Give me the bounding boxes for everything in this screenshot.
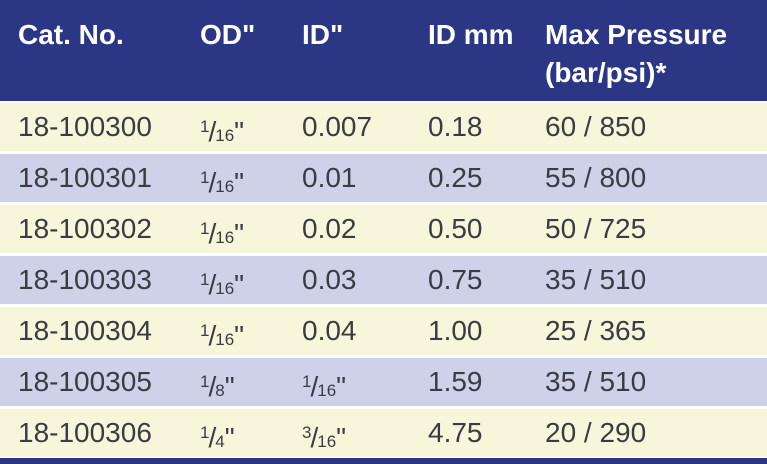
table-row: 18-100305 1/8" 1/16" 1.59 35 / 510 xyxy=(0,358,767,406)
cell-id-inches: 0.02 xyxy=(302,213,357,244)
header-max-pressure-line1: Max Pressure xyxy=(545,19,728,50)
cell-od-inches: 1/16" xyxy=(200,218,245,249)
fraction-value: 1/8 xyxy=(200,371,225,402)
cell-cat-no: 18-100301 xyxy=(18,162,152,193)
fraction-value: 1/16 xyxy=(200,116,235,147)
cell-id-mm: 1.00 xyxy=(428,315,483,346)
fraction-value: 1/16 xyxy=(200,167,235,198)
cell-od-inches: 1/16" xyxy=(200,167,245,198)
cell-max-pressure: 55 / 800 xyxy=(545,162,647,193)
fraction-value: 1/16 xyxy=(200,218,235,249)
cell-id-mm: 1.59 xyxy=(428,366,483,397)
cell-id-inches: 3/16" xyxy=(302,422,347,453)
cell-id-inches: 0.03 xyxy=(302,264,357,295)
cell-cat-no: 18-100306 xyxy=(18,417,152,448)
header-id-inches: ID" xyxy=(302,19,344,50)
table-row: 18-100300 1/16" 0.007 0.18 60 / 850 xyxy=(0,103,767,151)
fraction-value: 1/4 xyxy=(200,422,225,453)
cell-od-inches: 1/4" xyxy=(200,422,235,453)
header-max-pressure: Max Pressure (bar/psi)* xyxy=(545,0,767,101)
cell-max-pressure: 35 / 510 xyxy=(545,264,647,295)
cell-cat-no: 18-100304 xyxy=(18,315,152,346)
cell-od-inches: 1/16" xyxy=(200,116,245,147)
cell-od-inches: 1/16" xyxy=(200,320,245,351)
cell-max-pressure: 60 / 850 xyxy=(545,111,647,142)
header-od-inches: OD" xyxy=(200,19,256,50)
cell-cat-no: 18-100300 xyxy=(18,111,152,142)
cell-od-inches: 1/16" xyxy=(200,269,245,300)
cell-max-pressure: 20 / 290 xyxy=(545,417,647,448)
cell-max-pressure: 35 / 510 xyxy=(545,366,647,397)
cell-max-pressure: 50 / 725 xyxy=(545,213,647,244)
cell-id-inches: 0.01 xyxy=(302,162,357,193)
cell-id-mm: 0.75 xyxy=(428,264,483,295)
table-header-row: Cat. No. OD" ID" ID mm Max Pressure (bar… xyxy=(0,0,767,101)
cell-cat-no: 18-100303 xyxy=(18,264,152,295)
cell-id-mm: 0.50 xyxy=(428,213,483,244)
cell-id-inches: 0.007 xyxy=(302,111,373,142)
cell-cat-no: 18-100302 xyxy=(18,213,152,244)
fraction-value: 1/16 xyxy=(302,371,337,402)
table-row: 18-100301 1/16" 0.01 0.25 55 / 800 xyxy=(0,154,767,202)
header-id-mm: ID mm xyxy=(428,19,514,50)
cell-id-inches: 1/16" xyxy=(302,371,347,402)
table-bottom-border xyxy=(0,458,767,464)
cell-od-inches: 1/8" xyxy=(200,371,235,402)
cell-cat-no: 18-100305 xyxy=(18,366,152,397)
table-row: 18-100302 1/16" 0.02 0.50 50 / 725 xyxy=(0,205,767,253)
table-row: 18-100306 1/4" 3/16" 4.75 20 / 290 xyxy=(0,409,767,457)
header-cat-no: Cat. No. xyxy=(18,19,124,50)
cell-id-mm: 4.75 xyxy=(428,417,483,448)
table-row: 18-100303 1/16" 0.03 0.75 35 / 510 xyxy=(0,256,767,304)
fraction-value: 1/16 xyxy=(200,269,235,300)
header-max-pressure-line2: (bar/psi)* xyxy=(545,57,667,88)
fraction-value: 1/16 xyxy=(200,320,235,351)
cell-id-mm: 0.18 xyxy=(428,111,483,142)
cell-max-pressure: 25 / 365 xyxy=(545,315,647,346)
table-row: 18-100304 1/16" 0.04 1.00 25 / 365 xyxy=(0,307,767,355)
cell-id-inches: 0.04 xyxy=(302,315,357,346)
fraction-value: 3/16 xyxy=(302,422,337,453)
cell-id-mm: 0.25 xyxy=(428,162,483,193)
table-body: 18-100300 1/16" 0.007 0.18 60 / 850 18-100301… xyxy=(0,103,767,457)
